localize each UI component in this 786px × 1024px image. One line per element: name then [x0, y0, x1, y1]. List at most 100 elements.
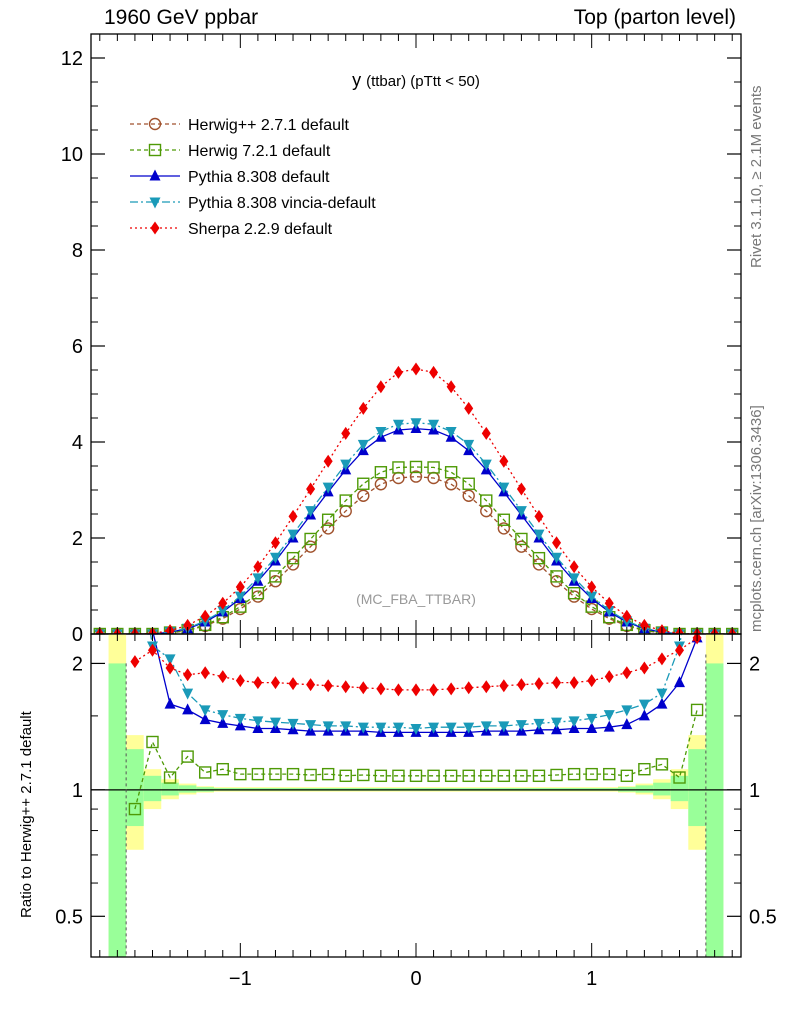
data-point	[569, 676, 579, 690]
data-point	[569, 560, 579, 574]
band-inner	[126, 749, 144, 827]
data-point	[130, 655, 140, 669]
data-point	[534, 509, 544, 523]
data-point	[183, 618, 193, 632]
data-point	[357, 722, 369, 734]
data-point	[462, 769, 475, 783]
data-point	[182, 703, 194, 715]
data-point	[253, 676, 263, 690]
data-point	[411, 683, 421, 697]
data-point	[552, 536, 562, 550]
data-point	[409, 769, 423, 783]
data-point	[251, 587, 265, 600]
chart-title-main: y	[352, 70, 361, 90]
data-point	[286, 551, 300, 565]
data-point	[622, 666, 632, 680]
legend-label: Herwig++ 2.7.1 default	[188, 117, 350, 134]
data-point	[428, 722, 440, 734]
data-point	[690, 703, 704, 717]
band-inner	[143, 775, 162, 802]
data-point	[568, 573, 580, 585]
data-point	[148, 117, 162, 131]
data-point	[182, 688, 194, 700]
data-point	[269, 717, 281, 729]
data-point	[446, 682, 456, 696]
data-point	[638, 709, 650, 721]
data-point	[534, 677, 544, 691]
data-point	[656, 697, 668, 709]
data-point	[516, 482, 526, 496]
data-point	[428, 419, 440, 431]
data-point	[392, 419, 404, 431]
data-point	[375, 722, 387, 734]
series-0	[93, 470, 739, 634]
band-inner	[161, 782, 179, 796]
data-point	[164, 654, 176, 666]
data-point	[621, 718, 633, 730]
data-point	[673, 771, 686, 784]
x-tick-label: 1	[586, 968, 597, 990]
data-point	[587, 674, 597, 688]
data-point	[675, 643, 685, 657]
data-point	[603, 767, 616, 781]
data-point	[586, 591, 598, 603]
data-point	[568, 716, 580, 728]
data-point	[321, 522, 335, 535]
data-point	[287, 529, 299, 541]
chart-title-sub: (ttbar) (pTtt < 50)	[366, 73, 480, 90]
data-point	[411, 362, 421, 376]
data-point	[374, 769, 388, 783]
data-point	[550, 768, 563, 782]
ratio-uncertainty-bands	[108, 634, 724, 957]
data-point	[270, 676, 280, 690]
data-point	[586, 713, 598, 725]
data-point	[357, 768, 370, 782]
data-point	[551, 723, 563, 735]
data-point	[429, 365, 439, 379]
data-point	[199, 705, 211, 717]
data-point	[463, 439, 475, 451]
data-point	[639, 618, 649, 632]
data-point	[585, 767, 598, 781]
data-point	[147, 643, 157, 657]
data-point	[234, 767, 247, 781]
legend-label: Herwig 7.2.1 default	[188, 143, 331, 160]
data-point	[339, 769, 352, 783]
data-point	[304, 532, 317, 546]
data-point	[218, 670, 228, 684]
y-tick-label: 10	[61, 144, 83, 166]
data-point	[515, 540, 528, 553]
data-point	[358, 401, 368, 415]
band-inner	[108, 663, 127, 957]
data-point	[657, 652, 667, 666]
data-point	[568, 721, 580, 733]
data-point	[287, 718, 299, 730]
data-point	[409, 460, 423, 474]
legend-entry-0: Herwig++ 2.7.1 default	[130, 117, 350, 134]
data-point	[251, 767, 265, 781]
data-point	[269, 767, 282, 781]
data-point	[533, 718, 545, 730]
data-point	[532, 551, 546, 565]
data-point	[374, 466, 388, 479]
data-point	[656, 688, 668, 700]
series-3	[94, 418, 738, 634]
series-line	[99, 466, 733, 634]
data-point	[622, 609, 632, 623]
data-point	[375, 426, 387, 438]
data-point	[481, 680, 491, 694]
data-point	[357, 477, 370, 490]
data-point	[234, 713, 246, 725]
data-point	[586, 721, 598, 733]
data-point	[322, 721, 334, 733]
data-point	[339, 494, 352, 507]
data-point	[497, 769, 511, 783]
data-point	[341, 426, 351, 440]
data-point	[305, 720, 317, 732]
data-point	[621, 705, 633, 717]
y-tick-label: 6	[72, 336, 83, 358]
data-point	[639, 661, 649, 675]
band-inner	[670, 775, 689, 802]
data-point	[323, 454, 333, 468]
data-point	[200, 666, 210, 680]
